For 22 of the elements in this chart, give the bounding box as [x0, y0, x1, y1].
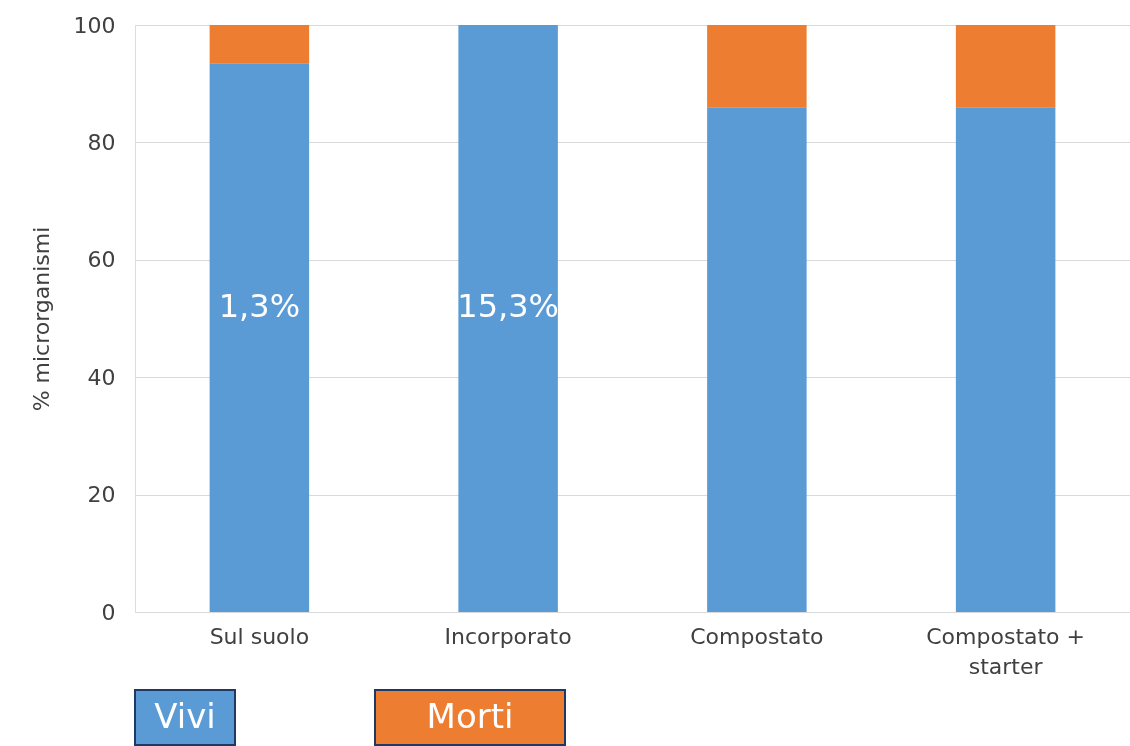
bar [209, 63, 310, 612]
y-tick-label: 0 [101, 599, 116, 625]
bar [955, 25, 1056, 108]
annotation: 15,3% [457, 286, 559, 325]
bar [707, 25, 807, 108]
text: Vivi [154, 696, 216, 736]
x-tick-label: Compostato [690, 623, 824, 649]
bar [707, 107, 807, 612]
y-tick-label: 100 [73, 12, 116, 38]
x-tick-label: Compostato + starter [926, 623, 1086, 679]
bar [209, 25, 310, 64]
x-tick-label: Sul suolo [209, 623, 310, 649]
y-axis-title: % microrganismi [28, 226, 54, 412]
y-tick-label: 60 [87, 247, 116, 273]
y-tick-label: 40 [87, 364, 116, 390]
y-tick-label: 20 [87, 482, 116, 508]
annotation: 1,3% [218, 286, 301, 325]
bar [955, 107, 1056, 612]
x-tick-label: Incorporato [444, 623, 572, 649]
bar [458, 25, 558, 612]
text: Morti [426, 696, 514, 736]
y-tick-label: 80 [87, 129, 116, 155]
